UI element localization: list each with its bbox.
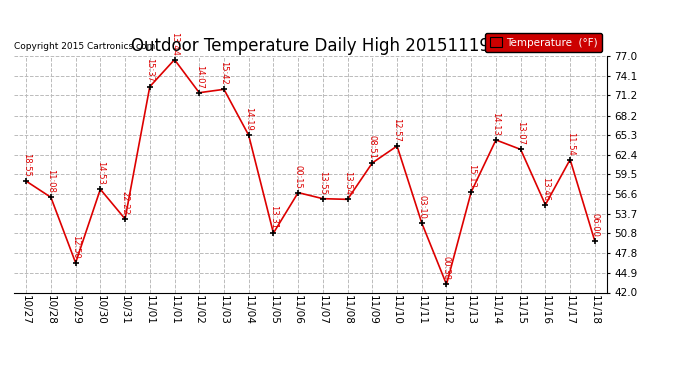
Text: 18:55: 18:55 — [21, 153, 30, 177]
Point — [317, 196, 328, 202]
Point — [342, 196, 353, 202]
Legend: Temperature  (°F): Temperature (°F) — [485, 33, 602, 52]
Text: 13:07: 13:07 — [516, 121, 525, 145]
Point — [441, 281, 452, 287]
Point — [540, 202, 551, 208]
Point — [367, 160, 378, 166]
Text: 03:10: 03:10 — [417, 195, 426, 219]
Text: 14:53: 14:53 — [96, 161, 105, 185]
Text: 00:38: 00:38 — [442, 256, 451, 280]
Text: 13:44: 13:44 — [170, 32, 179, 56]
Text: Copyright 2015 Cartronics.com: Copyright 2015 Cartronics.com — [14, 42, 155, 51]
Point — [21, 178, 32, 184]
Text: 13:55: 13:55 — [318, 171, 327, 195]
Text: 12:50: 12:50 — [71, 235, 80, 259]
Text: 11:08: 11:08 — [46, 169, 55, 193]
Point — [515, 146, 526, 152]
Text: 00:15: 00:15 — [294, 165, 303, 188]
Text: 22:22: 22:22 — [121, 191, 130, 215]
Text: 13:31: 13:31 — [269, 205, 278, 229]
Point — [293, 190, 304, 196]
Point — [589, 238, 600, 244]
Point — [466, 189, 477, 195]
Point — [70, 260, 81, 266]
Point — [119, 216, 130, 222]
Point — [564, 156, 575, 162]
Text: 14:19: 14:19 — [244, 107, 253, 131]
Point — [46, 194, 57, 200]
Text: 15:42: 15:42 — [219, 62, 228, 85]
Text: 08:51: 08:51 — [368, 135, 377, 159]
Point — [169, 57, 180, 63]
Text: 14:07: 14:07 — [195, 64, 204, 88]
Text: 13:54: 13:54 — [343, 171, 352, 195]
Text: 14:13: 14:13 — [491, 112, 500, 136]
Text: 15:13: 15:13 — [466, 164, 475, 188]
Point — [391, 143, 402, 149]
Point — [491, 137, 502, 143]
Text: 12:57: 12:57 — [393, 118, 402, 142]
Title: Outdoor Temperature Daily High 20151119: Outdoor Temperature Daily High 20151119 — [131, 37, 490, 55]
Point — [219, 86, 230, 92]
Point — [416, 220, 427, 226]
Point — [268, 230, 279, 236]
Text: 13:46: 13:46 — [541, 177, 550, 201]
Text: 06:00: 06:00 — [591, 213, 600, 237]
Point — [95, 186, 106, 192]
Point — [194, 90, 205, 96]
Point — [243, 132, 254, 138]
Point — [144, 84, 155, 90]
Text: 11:54: 11:54 — [566, 132, 575, 155]
Text: 15:37: 15:37 — [146, 58, 155, 82]
